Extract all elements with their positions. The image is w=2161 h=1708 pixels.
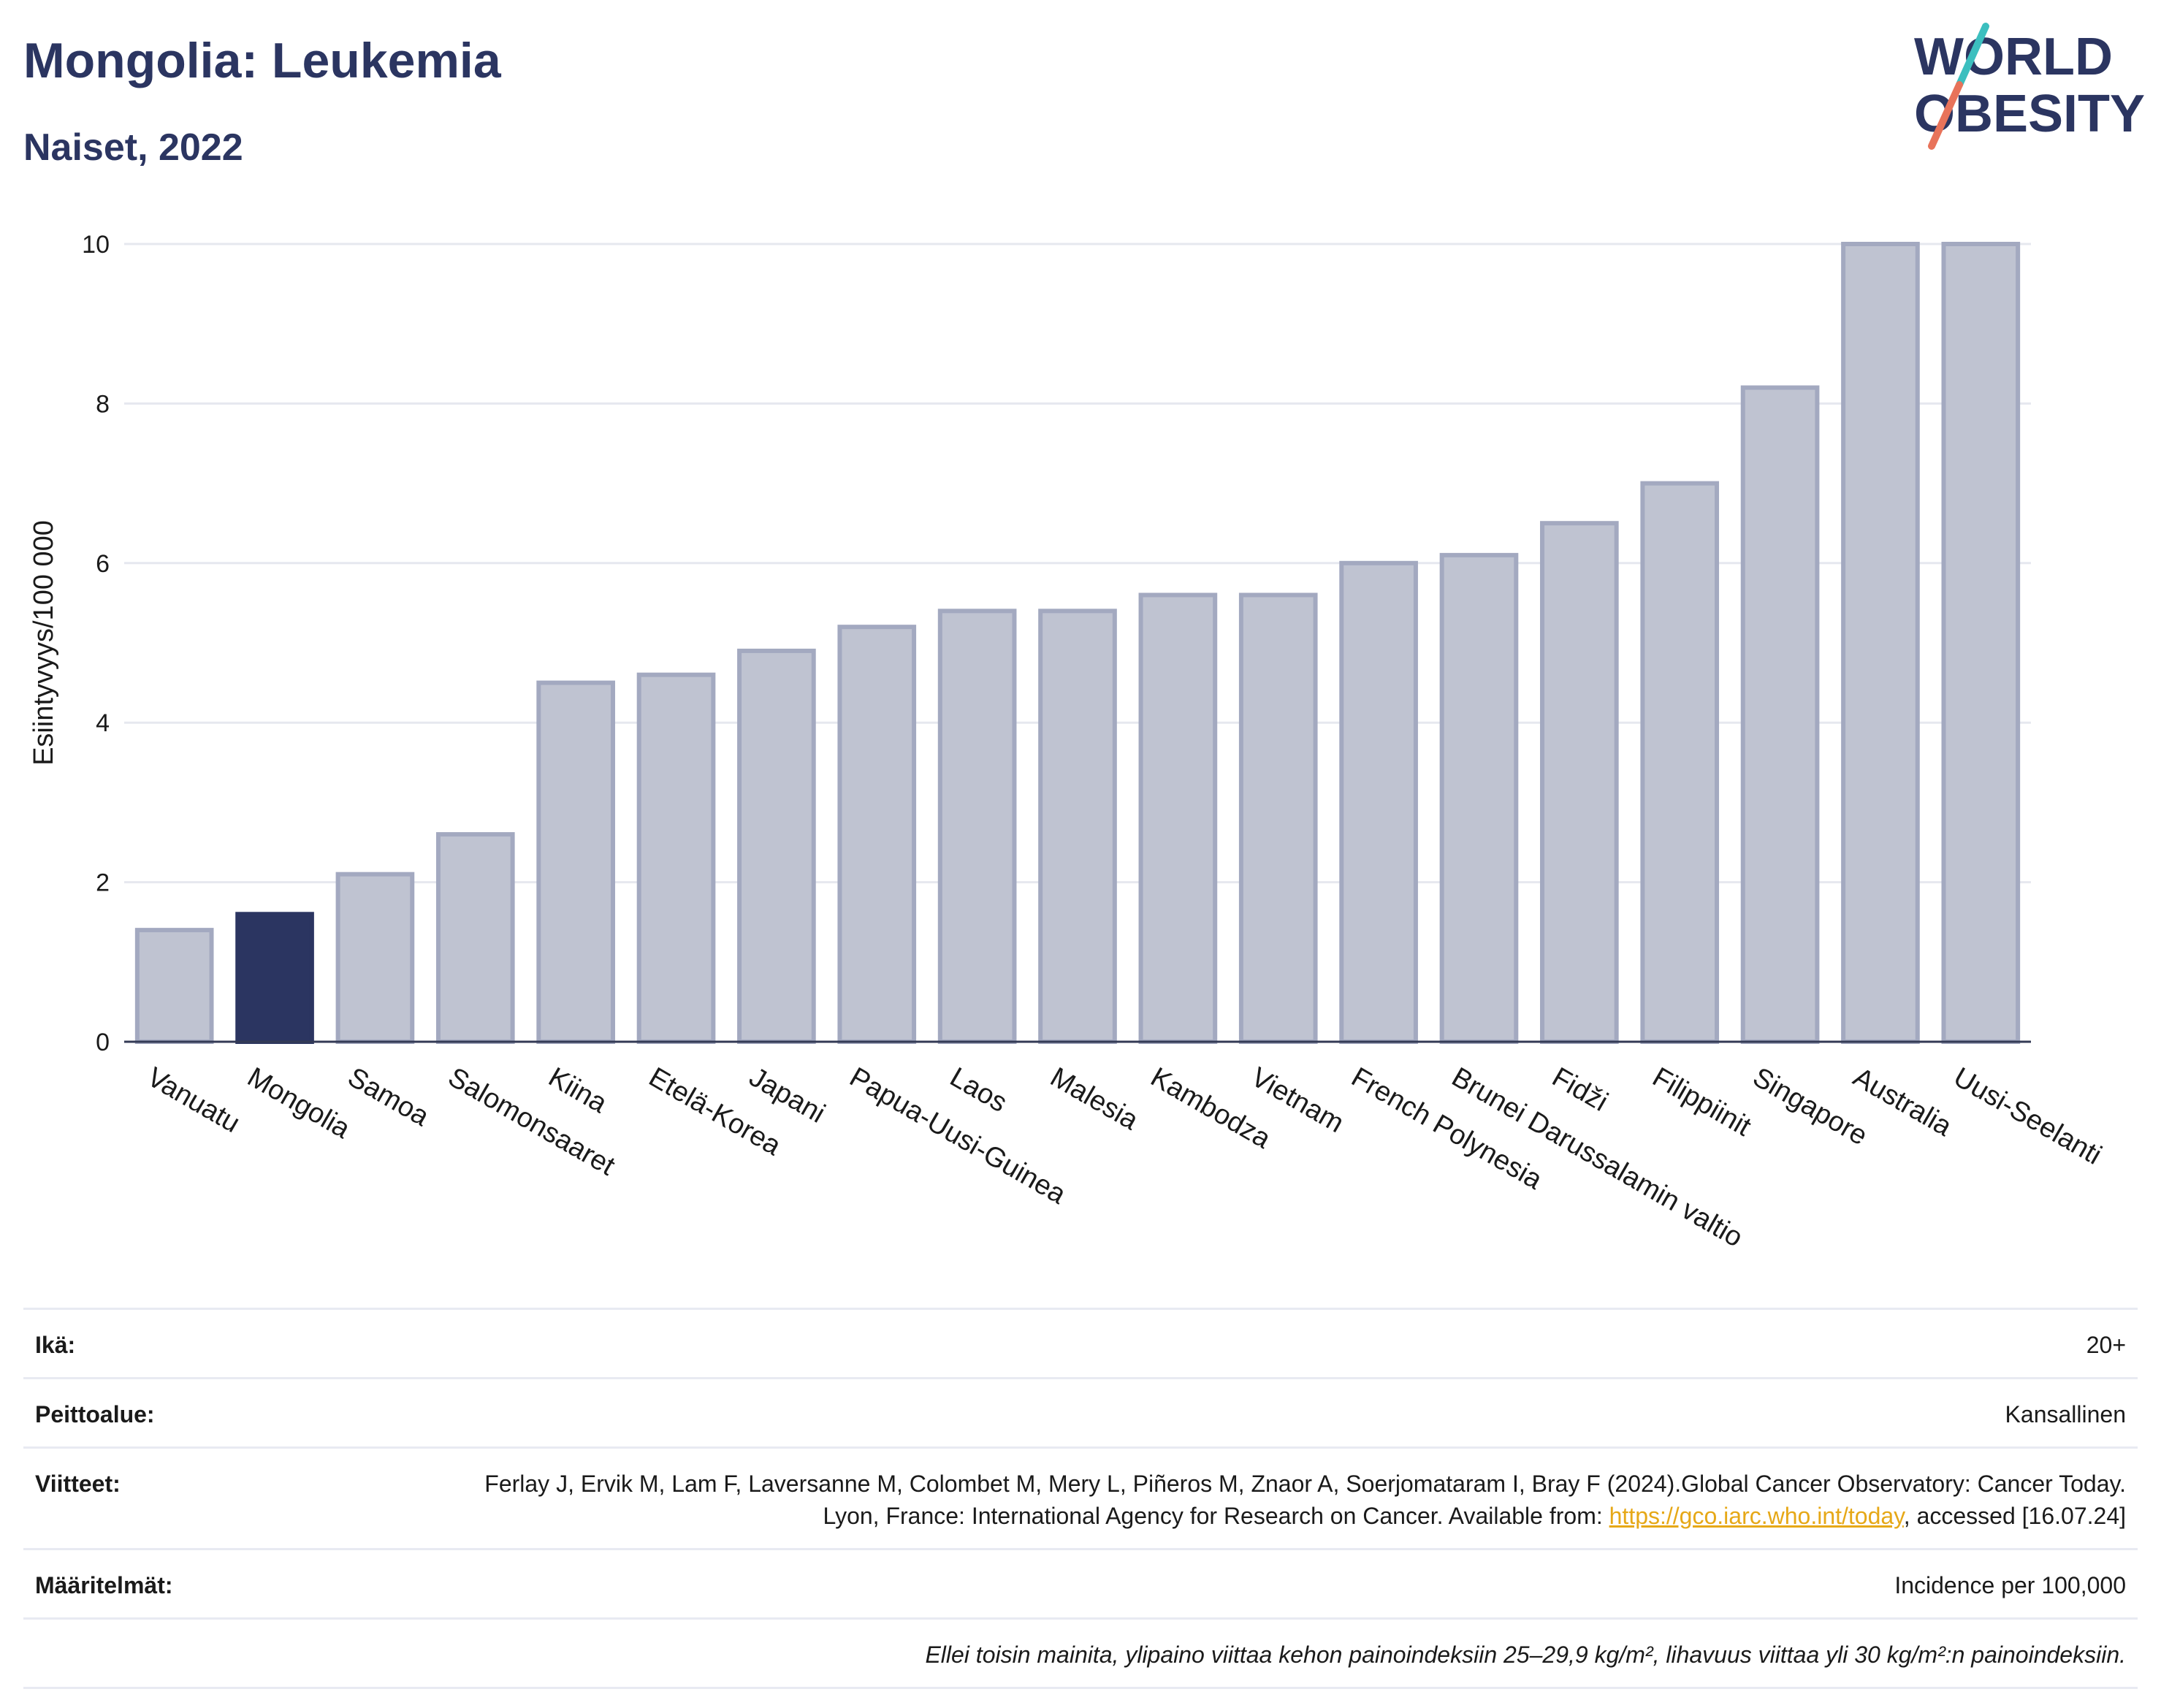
- coverage-value: Kansallinen: [2005, 1401, 2126, 1427]
- bar-australia: [1841, 242, 1920, 1044]
- bar-singapore: [1740, 385, 1820, 1044]
- bar-kambodza: [1138, 592, 1218, 1044]
- definitions-value: Incidence per 100,000: [1894, 1572, 2126, 1598]
- x-tick-label: Singapore: [1748, 1061, 1872, 1151]
- x-tick-label: Kiina: [544, 1061, 613, 1119]
- definition-note: Ellei toisin mainita, ylipaino viittaa k…: [925, 1642, 2126, 1668]
- logo-slash-coral: [1928, 81, 1963, 150]
- bar-filippiinit: [1640, 481, 1720, 1044]
- x-tick-label: Fidži: [1547, 1061, 1612, 1117]
- info-row-age: Ikä: 20+: [23, 1308, 2138, 1377]
- bar-laos: [937, 609, 1017, 1044]
- y-tick-label: 8: [96, 390, 110, 418]
- chart-info-table: Ikä: 20+ Peittoalue: Kansallinen Viittee…: [23, 1308, 2138, 1689]
- definitions-label: Määritelmät:: [35, 1572, 173, 1598]
- world-obesity-logo: WORLD OBESITY: [1914, 23, 2145, 150]
- logo-slash-teal: [1956, 23, 1989, 88]
- bar-malesia: [1038, 609, 1117, 1044]
- y-tick-label: 6: [96, 550, 110, 578]
- x-tick-label: Filippiinit: [1647, 1061, 1756, 1143]
- bar-papua-uusi-guinea: [837, 625, 917, 1044]
- bar-kiina: [536, 680, 615, 1044]
- chart-subtitle: Naiset, 2022: [23, 126, 243, 169]
- bar-french-polynesia: [1339, 560, 1418, 1044]
- bar-vietnam: [1238, 592, 1318, 1044]
- x-tick-label: Vanuatu: [142, 1061, 245, 1139]
- x-tick-label: Mongolia: [243, 1061, 356, 1145]
- bar-japani: [737, 648, 816, 1044]
- age-label: Ikä:: [35, 1332, 76, 1358]
- references-label: Viitteet:: [35, 1471, 121, 1497]
- y-tick-label: 4: [96, 709, 110, 737]
- y-axis-label: Esiintyvyys/100 000: [28, 520, 59, 766]
- bar-salomonsaaret: [435, 832, 515, 1044]
- bar-etel-korea: [636, 672, 716, 1044]
- bar-mongolia: [235, 912, 314, 1045]
- coverage-label: Peittoalue:: [35, 1401, 155, 1427]
- info-row-note: Ellei toisin mainita, ylipaino viittaa k…: [23, 1617, 2138, 1689]
- references-value: Ferlay J, Ervik M, Lam F, Laversanne M, …: [446, 1468, 2126, 1532]
- references-text: Ferlay J, Ervik M, Lam F, Laversanne M, …: [484, 1471, 2126, 1529]
- info-row-references: Viitteet: Ferlay J, Ervik M, Lam F, Lave…: [23, 1446, 2138, 1548]
- references-link[interactable]: https://gco.iarc.who.int/today: [1609, 1503, 1904, 1529]
- y-tick-label: 10: [82, 231, 110, 259]
- chart-title: Mongolia: Leukemia: [23, 33, 501, 88]
- logo-text-world: WORLD: [1914, 28, 2113, 86]
- x-tick-label: Laos: [945, 1061, 1012, 1118]
- x-tick-label: Uusi-Seelanti: [1948, 1061, 2107, 1170]
- bar-chart: 0 2 4 6 8 10 Esiintyvyys/100 000 VanuatuMongoli…: [28, 231, 2107, 1254]
- y-tick-label: 2: [96, 869, 110, 897]
- x-tick-label: Salomonsaaret: [443, 1061, 620, 1181]
- y-tick-label: 0: [96, 1029, 110, 1056]
- bar-samoa: [335, 872, 415, 1045]
- x-tick-label: Samoa: [343, 1061, 435, 1132]
- bar-brunei-darussalamin-valtio: [1439, 552, 1519, 1044]
- bar-vanuatu: [134, 928, 214, 1044]
- bar-uusi-seelanti: [1941, 242, 2021, 1044]
- references-accessed: , accessed [16.07.24]: [1903, 1503, 2126, 1529]
- age-value: 20+: [2086, 1332, 2126, 1358]
- bar-fid-i: [1540, 521, 1619, 1044]
- info-row-coverage: Peittoalue: Kansallinen: [23, 1377, 2138, 1446]
- x-tick-label: Malesia: [1045, 1061, 1144, 1136]
- info-row-definitions: Määritelmät: Incidence per 100,000: [23, 1548, 2138, 1617]
